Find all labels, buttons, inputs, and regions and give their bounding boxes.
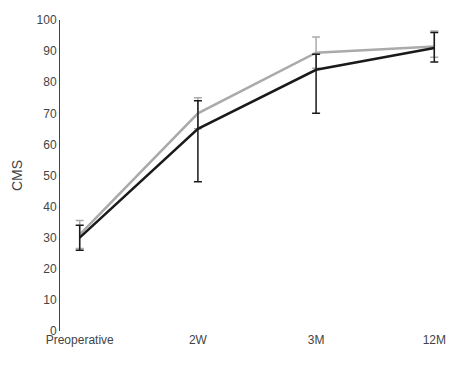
svg-text:3M: 3M xyxy=(308,333,325,347)
svg-text:80: 80 xyxy=(43,75,57,89)
svg-text:Preoperative: Preoperative xyxy=(46,333,114,347)
svg-text:0: 0 xyxy=(50,324,57,338)
svg-text:12M: 12M xyxy=(423,333,446,347)
svg-text:CMS: CMS xyxy=(9,160,25,191)
svg-text:2W: 2W xyxy=(189,333,208,347)
svg-text:100: 100 xyxy=(37,13,57,27)
svg-text:40: 40 xyxy=(43,200,57,214)
svg-text:70: 70 xyxy=(43,107,57,121)
svg-text:20: 20 xyxy=(43,262,57,276)
svg-text:60: 60 xyxy=(43,138,57,152)
svg-text:30: 30 xyxy=(43,231,57,245)
svg-text:10: 10 xyxy=(43,293,57,307)
svg-text:90: 90 xyxy=(43,44,57,58)
svg-text:50: 50 xyxy=(43,169,57,183)
